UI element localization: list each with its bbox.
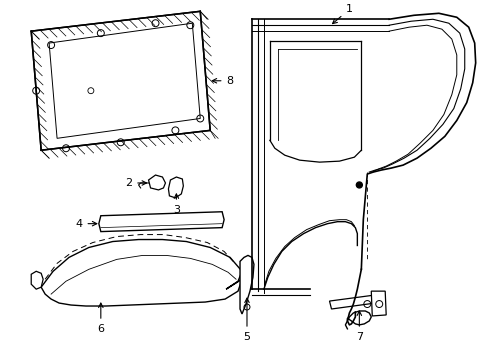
Polygon shape (370, 291, 386, 316)
Circle shape (356, 182, 362, 188)
Text: 7: 7 (355, 311, 362, 342)
Polygon shape (168, 177, 183, 198)
Polygon shape (240, 255, 253, 314)
Text: 8: 8 (212, 76, 233, 86)
Polygon shape (41, 239, 242, 306)
Text: 4: 4 (75, 219, 97, 229)
Polygon shape (31, 271, 43, 289)
Polygon shape (31, 11, 210, 150)
Polygon shape (329, 295, 374, 309)
Polygon shape (49, 23, 200, 138)
Text: 5: 5 (243, 298, 250, 342)
Text: 3: 3 (173, 194, 180, 215)
Polygon shape (148, 175, 165, 190)
Text: 1: 1 (332, 4, 352, 24)
Polygon shape (99, 212, 224, 231)
Text: 6: 6 (97, 303, 104, 334)
Text: 2: 2 (125, 178, 146, 188)
